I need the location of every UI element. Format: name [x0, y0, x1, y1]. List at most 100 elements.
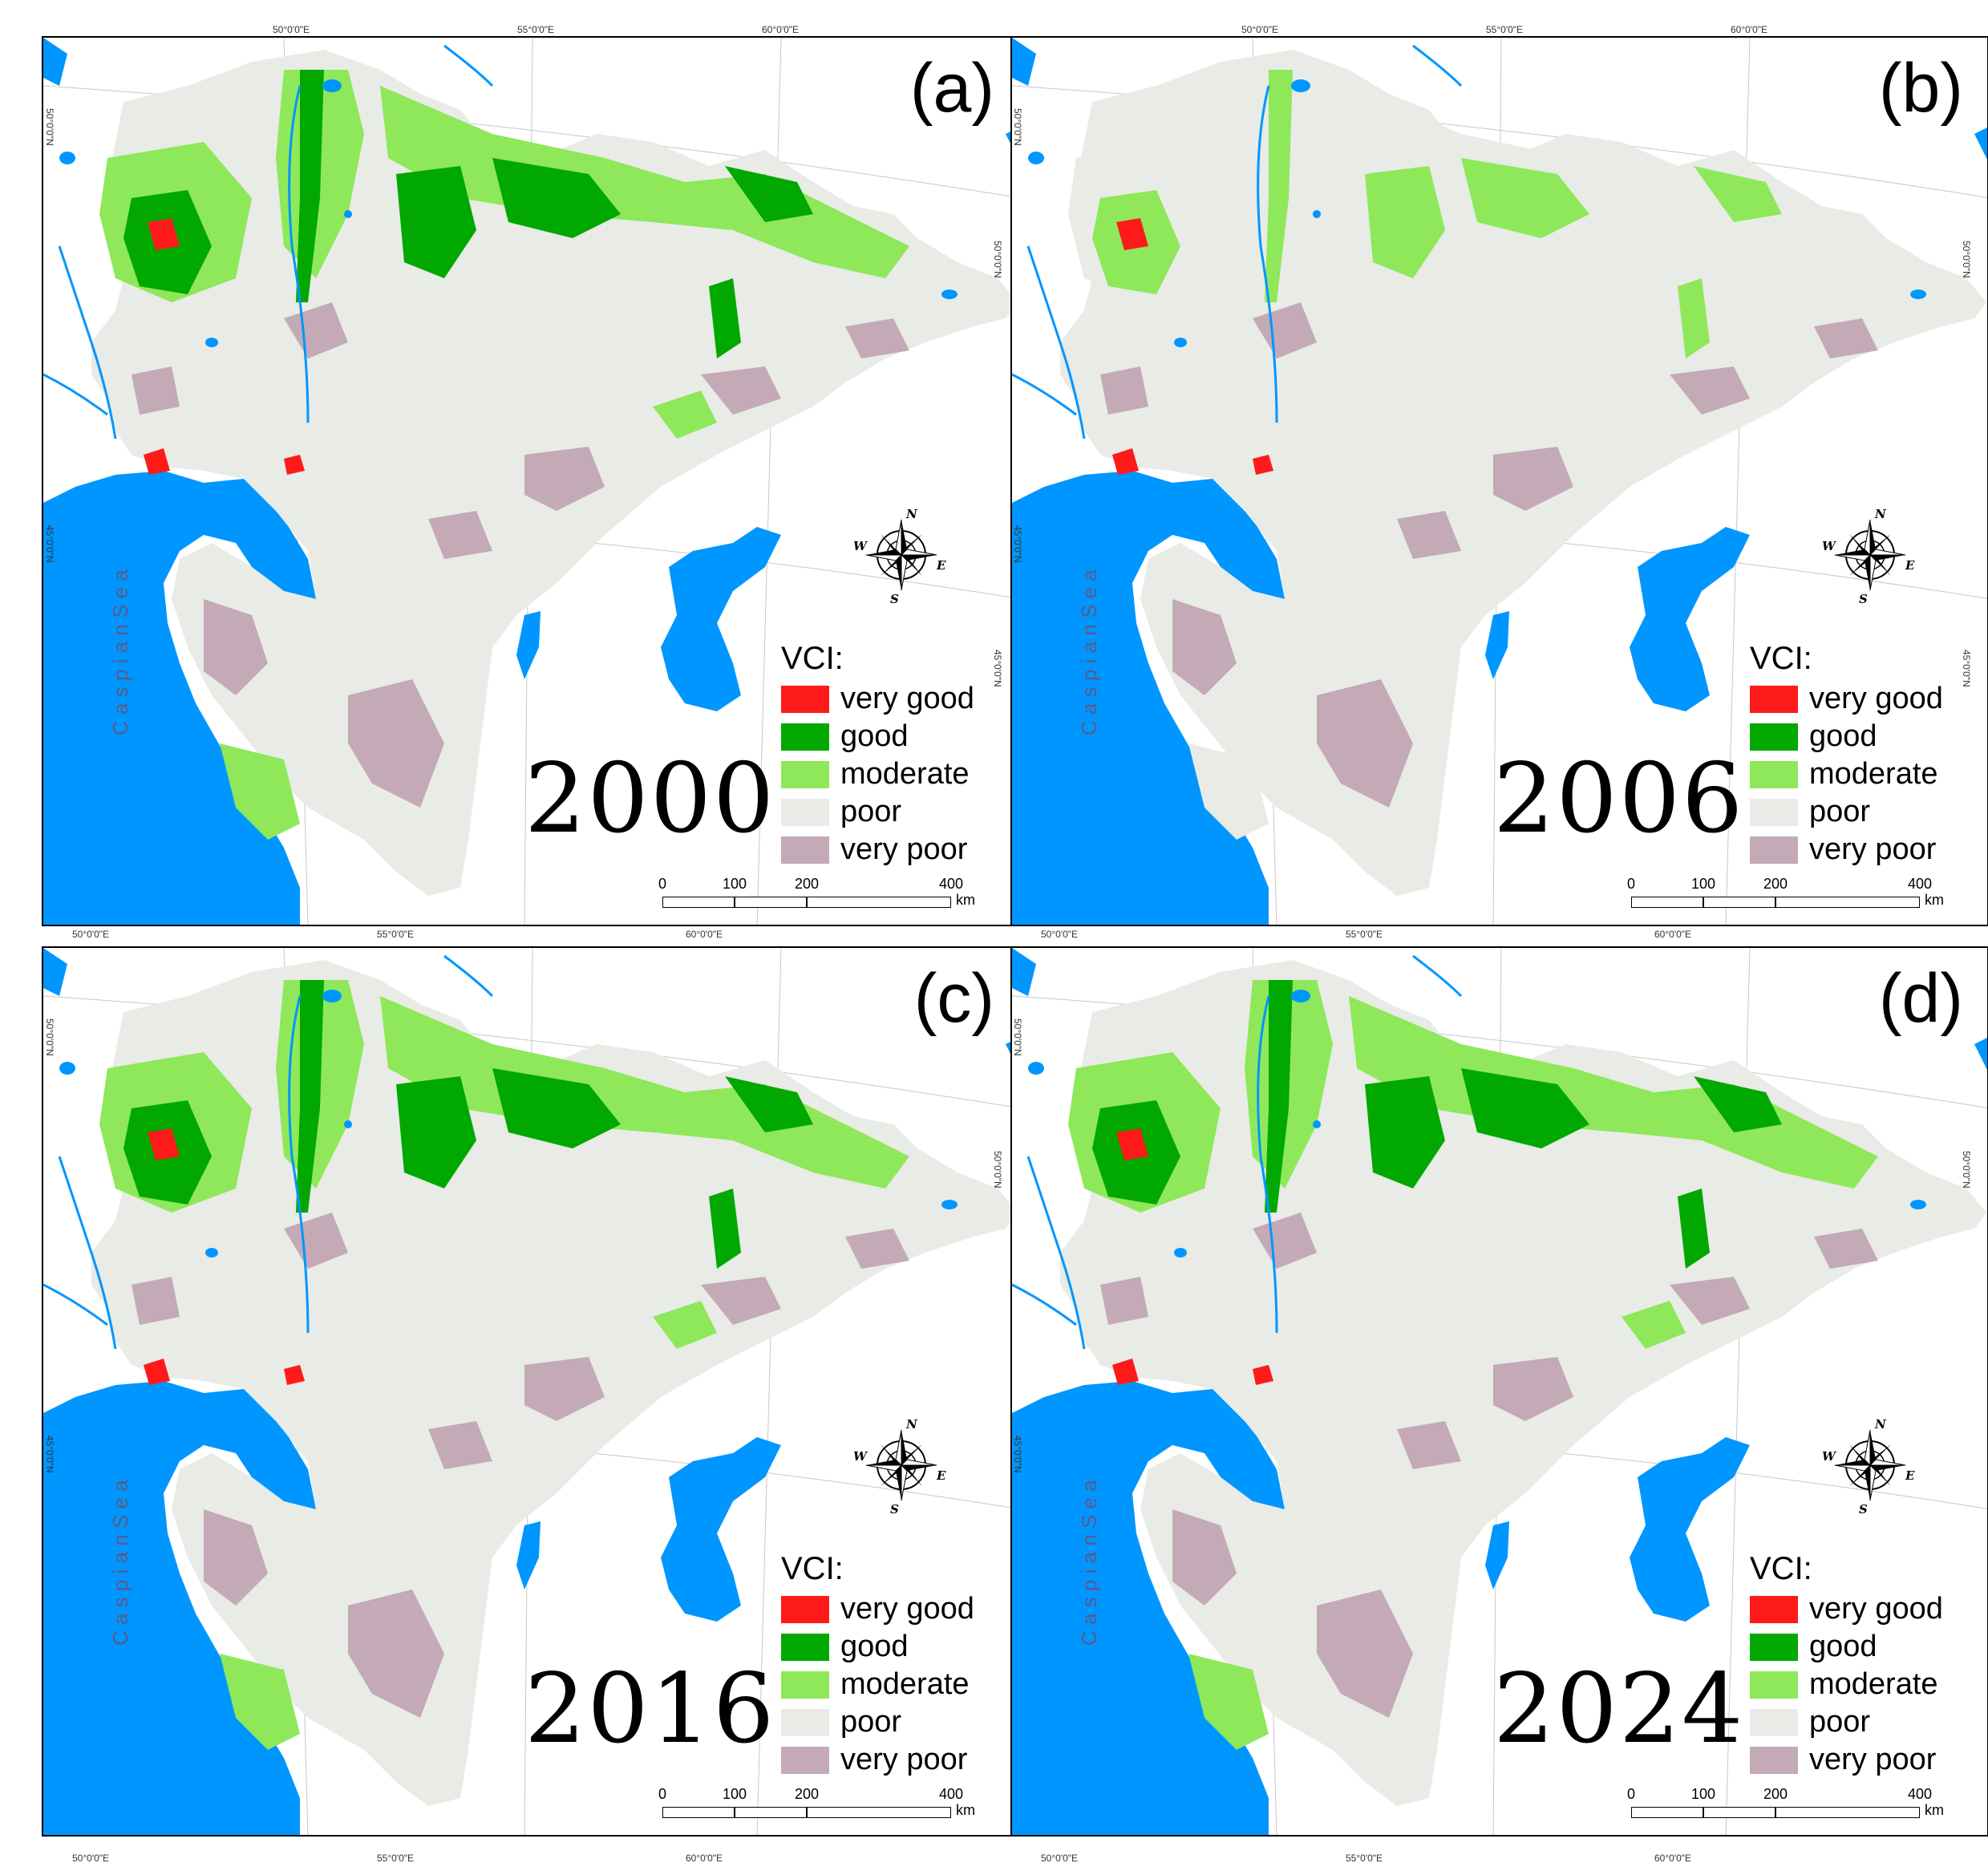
- svg-text:S: S: [1859, 1502, 1868, 1517]
- legend: VCI: very good good moderate poor very poor: [1750, 641, 1943, 869]
- scale-segment: [662, 897, 735, 908]
- aral-sea: [661, 527, 781, 711]
- legend-item: very good: [1750, 680, 1943, 718]
- very-good-areas: [144, 1128, 305, 1385]
- scale-tick: 100: [1690, 876, 1716, 892]
- svg-text:W: W: [853, 1449, 868, 1464]
- aral-sea: [1630, 527, 1750, 711]
- rivers: [1012, 44, 1463, 439]
- legend-swatch: [781, 1633, 829, 1661]
- scale-bar: 0 100 200 400 km: [1627, 876, 1950, 916]
- legend-swatch: [1750, 836, 1798, 864]
- year-label: 2016: [524, 1654, 776, 1765]
- scale-segment: [1631, 897, 1703, 908]
- legend-item: moderate: [781, 755, 974, 793]
- coord-bottom: 55°0'0"E: [1346, 1853, 1383, 1864]
- panel-letter: (a): [909, 50, 994, 127]
- legend-title: VCI:: [1750, 1551, 1812, 1586]
- svg-text:W: W: [1822, 1449, 1837, 1464]
- scale-tick: 400: [938, 1786, 964, 1802]
- coord-left: 45°0'0"N: [1012, 525, 1023, 563]
- legend-title: VCI:: [781, 1551, 844, 1586]
- vci-map: C a s p i a n S e a N E S W: [1012, 38, 1987, 925]
- year-label: 2000: [524, 743, 776, 855]
- year-label: 2024: [1493, 1654, 1745, 1765]
- scale-segment: [662, 1807, 735, 1818]
- coord-bottom: 55°0'0"E: [1346, 929, 1383, 940]
- very-poor-areas: [132, 1213, 909, 1718]
- scale-segment: [1703, 1807, 1775, 1818]
- scale-tick: 400: [1907, 1786, 1933, 1802]
- legend-swatch: [781, 1746, 829, 1774]
- legend-item: poor: [781, 793, 974, 831]
- legend-item: very poor: [1750, 831, 1943, 869]
- svg-text:E: E: [1905, 1468, 1915, 1483]
- coord-bottom: 50°0'0"E: [1041, 929, 1079, 940]
- legend-label: good: [1809, 1630, 1877, 1663]
- scale-tick: 200: [1763, 1786, 1788, 1802]
- scale-tick: 400: [1907, 876, 1933, 892]
- coord-bottom: 55°0'0"E: [377, 1853, 415, 1864]
- coord-top: 55°0'0"E: [517, 24, 555, 35]
- scale-bar: 0 100 200 400 km: [1627, 1786, 1950, 1826]
- scale-tick: 100: [1690, 1786, 1716, 1802]
- coord-bottom: 50°0'0"E: [72, 929, 110, 940]
- legend-item: good: [1750, 1628, 1943, 1666]
- svg-text:E: E: [936, 1468, 946, 1483]
- scale-segment: [735, 1807, 807, 1818]
- legend-item: moderate: [1750, 1666, 1943, 1703]
- coord-right: 50°0'0"N: [1961, 1151, 1972, 1189]
- legend-label: very poor: [840, 1743, 968, 1776]
- legend-title: VCI:: [1750, 641, 1812, 676]
- legend: VCI: very good good moderate poor very poor: [781, 1551, 974, 1779]
- legend-label: good: [840, 719, 909, 753]
- scale-tick: 100: [722, 876, 747, 892]
- very-poor-areas: [1100, 1213, 1878, 1718]
- legend-swatch: [1750, 1671, 1798, 1699]
- coord-bottom: 60°0'0"E: [1654, 929, 1692, 940]
- coord-right: 50°0'0"N: [1961, 241, 1972, 278]
- legend-label: good: [1809, 719, 1877, 753]
- legend-label: very good: [840, 682, 974, 715]
- compass-rose: N E S W: [1822, 507, 1915, 606]
- rivers: [1012, 954, 1463, 1350]
- panel-letter: (b): [1878, 50, 1963, 127]
- legend-label: poor: [840, 795, 902, 828]
- legend-swatch: [781, 723, 829, 751]
- legend-item: very good: [1750, 1590, 1943, 1628]
- legend-label: very good: [1809, 1592, 1943, 1626]
- scale-unit: km: [956, 892, 975, 908]
- coord-right: 45°0'0"N: [992, 650, 1003, 687]
- scale-bar: 0 100 200 400 km: [658, 1786, 982, 1826]
- legend-swatch: [1750, 798, 1798, 826]
- legend-item: very poor: [781, 831, 974, 869]
- compass-rose: N E S W: [853, 1417, 946, 1517]
- legend-label: very poor: [1809, 832, 1937, 866]
- panel-letter: (d): [1878, 960, 1963, 1037]
- very-good-areas: [1112, 1128, 1273, 1385]
- coord-top: 55°0'0"E: [1486, 24, 1524, 35]
- legend-swatch: [1750, 1746, 1798, 1774]
- svg-text:S: S: [890, 1502, 899, 1517]
- legend-item: moderate: [781, 1666, 974, 1703]
- aral-sea: [661, 1437, 781, 1622]
- good-areas: [1092, 70, 1782, 358]
- vci-map: C a s p i a n S e a N E S W: [1012, 948, 1987, 1835]
- svg-text:N: N: [905, 507, 918, 521]
- scale-segment: [1703, 897, 1775, 908]
- coord-left: 50°0'0"N: [1012, 108, 1023, 146]
- scale-tick: 400: [938, 876, 964, 892]
- svg-text:E: E: [1905, 558, 1915, 573]
- legend-item: good: [781, 718, 974, 755]
- legend: VCI: very good good moderate poor very poor: [781, 641, 974, 869]
- legend-label: poor: [1809, 795, 1871, 828]
- small-lakes: [1012, 38, 1987, 679]
- scale-bar: 0 100 200 400 km: [658, 876, 982, 916]
- legend-swatch: [781, 1708, 829, 1736]
- scale-unit: km: [956, 1802, 975, 1818]
- coord-left: 45°0'0"N: [44, 525, 55, 563]
- svg-text:W: W: [1822, 539, 1837, 553]
- svg-text:N: N: [1874, 507, 1887, 521]
- coord-right: 50°0'0"N: [992, 1151, 1003, 1189]
- legend-item: very good: [781, 1590, 974, 1628]
